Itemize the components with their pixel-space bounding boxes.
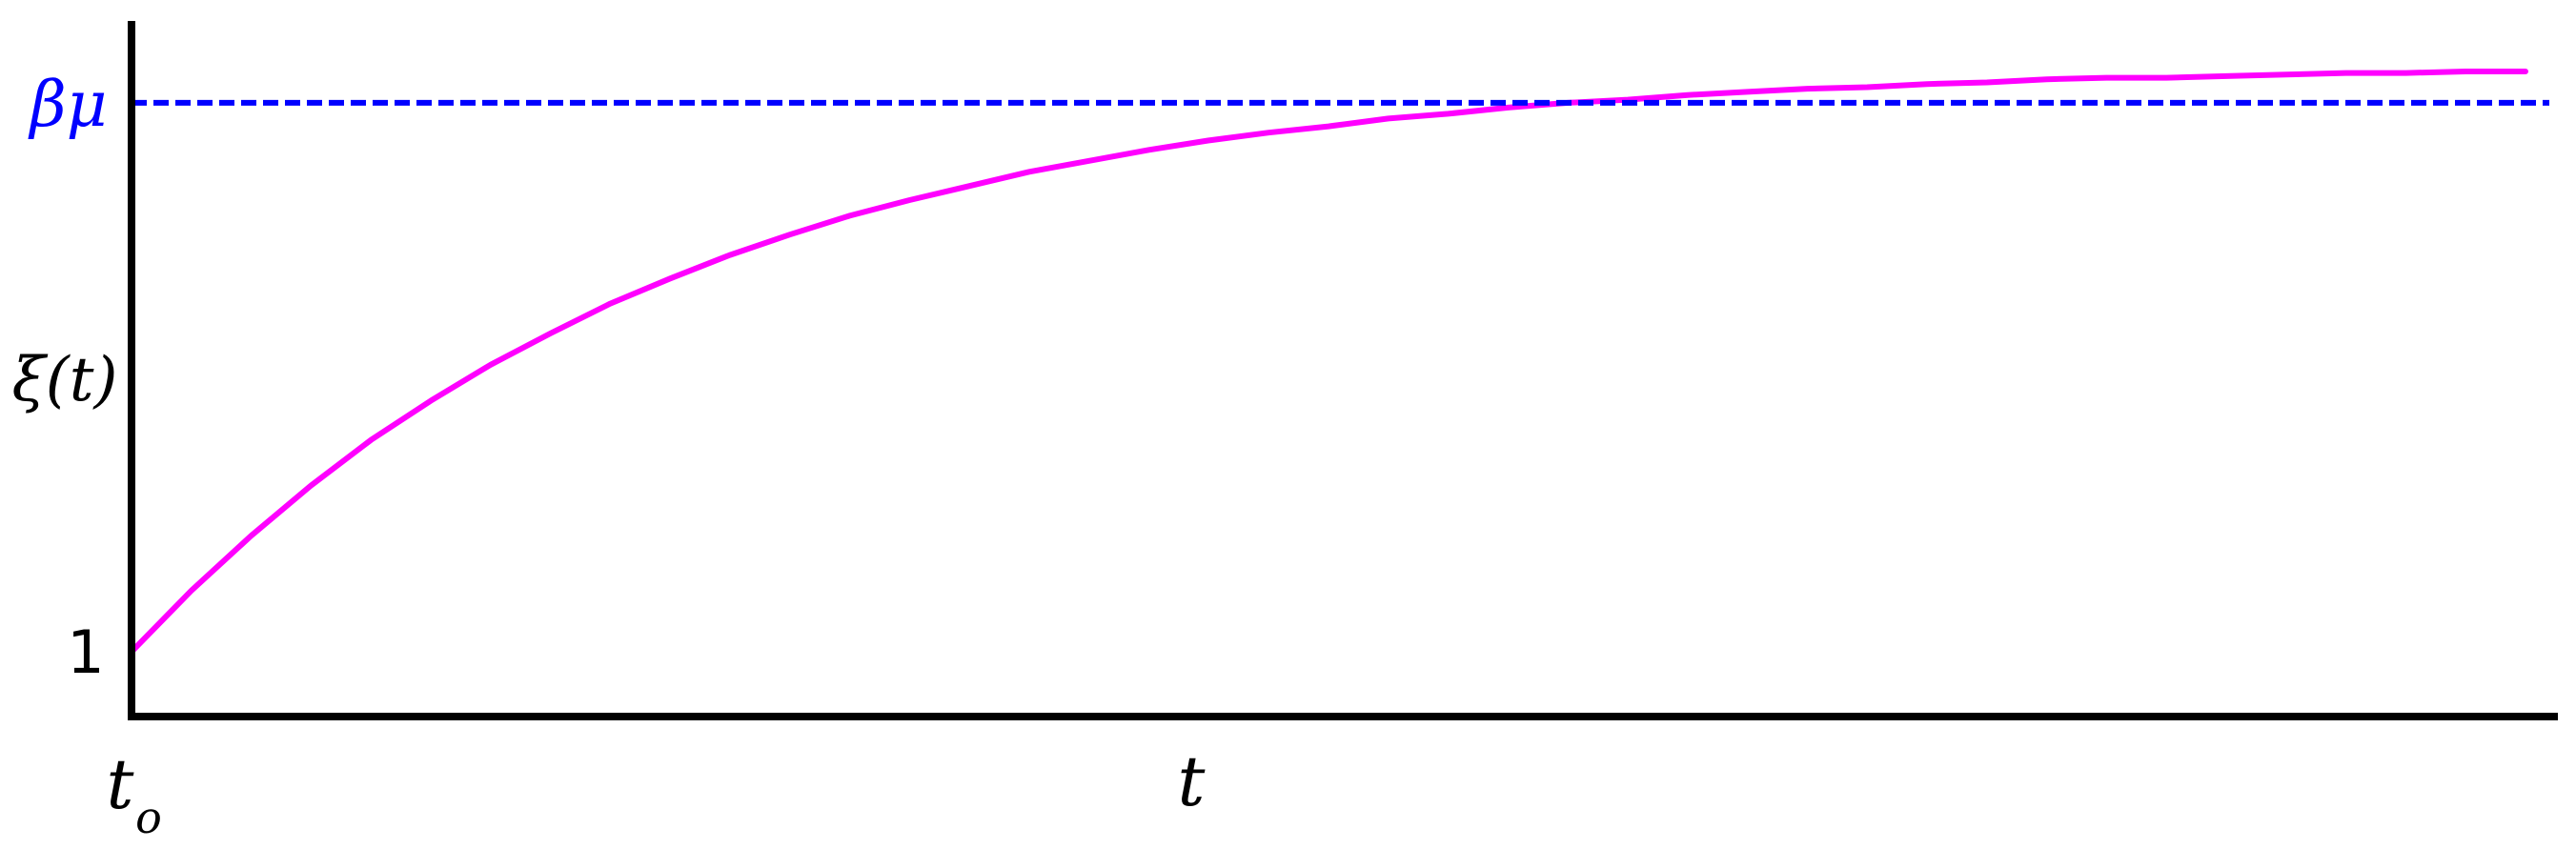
x-tick-subscript: o — [135, 792, 162, 843]
series-layer — [129, 69, 2549, 655]
series-line — [129, 69, 2528, 655]
x-axis-label: t — [1178, 741, 1207, 821]
x-tick-label: t — [107, 744, 135, 824]
y-axis-label: ξ(t) — [12, 345, 118, 415]
tick-layer: 1 βμ t o — [27, 68, 161, 843]
y-tick-label-asymptote: βμ — [27, 68, 107, 141]
y-tick-label: 1 — [67, 617, 104, 687]
